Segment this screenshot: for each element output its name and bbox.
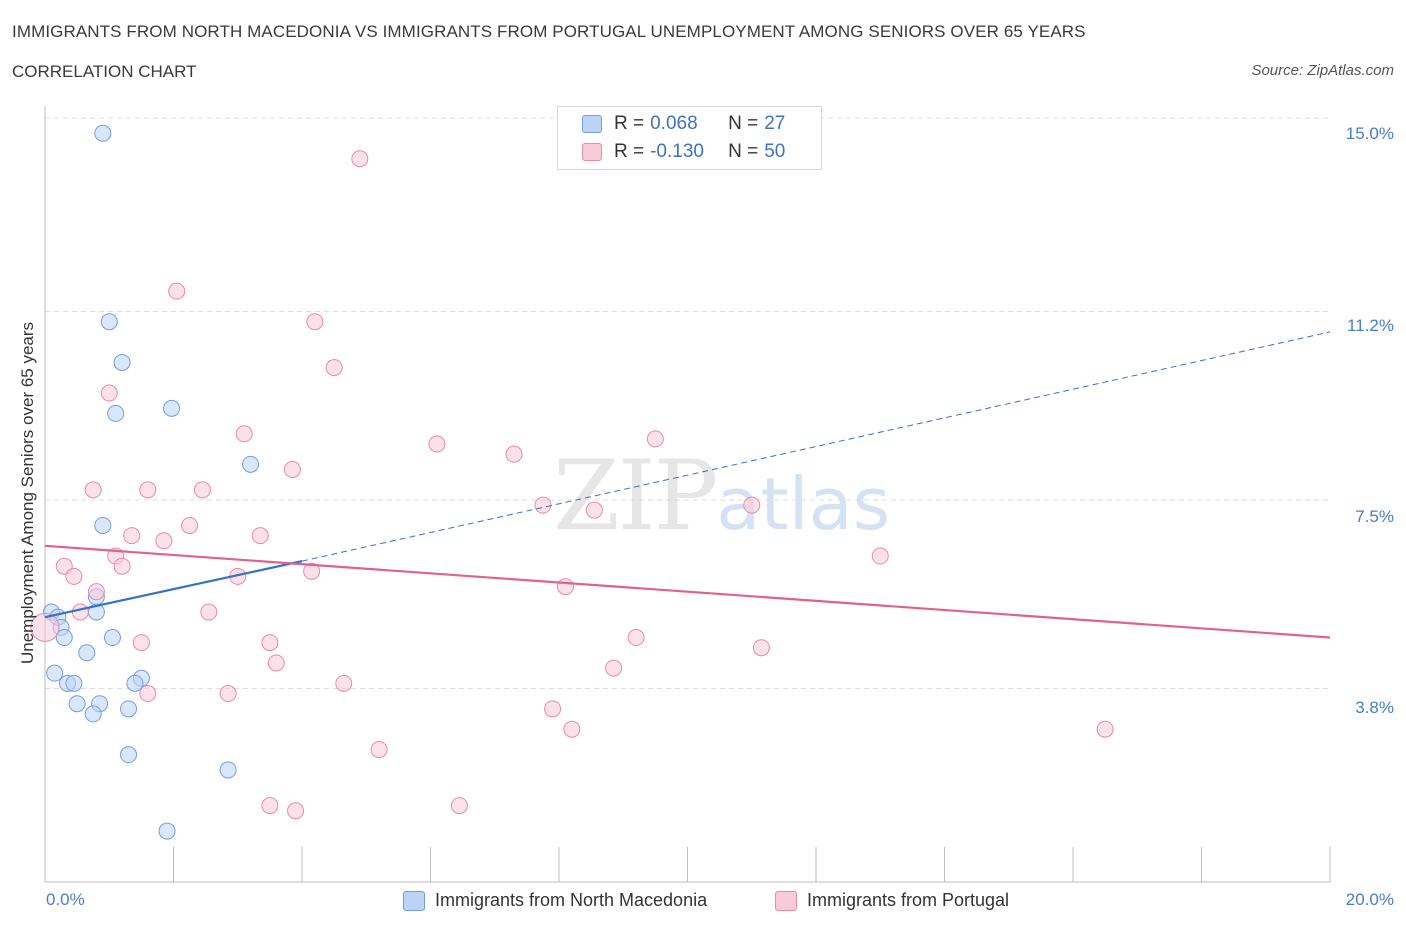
data-point-portugal bbox=[123, 527, 141, 545]
data-point-portugal bbox=[646, 430, 664, 448]
data-point-portugal bbox=[30, 612, 60, 642]
data-point-portugal bbox=[113, 557, 131, 575]
y-tick-label: 7.5% bbox=[1355, 507, 1394, 526]
data-point-north-macedonia bbox=[46, 664, 64, 682]
data-point-portugal bbox=[556, 578, 574, 596]
data-point-north-macedonia bbox=[65, 674, 83, 692]
data-point-portugal bbox=[87, 583, 105, 601]
data-point-portugal bbox=[132, 634, 150, 652]
data-point-north-macedonia bbox=[126, 674, 144, 692]
trend-line-north-macedonia bbox=[44, 560, 303, 619]
legend-n-value: 50 bbox=[764, 141, 786, 162]
data-point-north-macedonia bbox=[84, 705, 102, 723]
data-point-north-macedonia bbox=[120, 746, 138, 764]
bottom-legend-label: Immigrants from North Macedonia bbox=[435, 890, 708, 910]
bottom-legend-portugal: Immigrants from Portugal bbox=[775, 890, 1009, 911]
data-point-portugal bbox=[303, 562, 321, 580]
y-tick-label: 15.0% bbox=[1345, 124, 1394, 143]
data-point-portugal bbox=[450, 797, 468, 815]
watermark-zip: ZIP bbox=[553, 440, 718, 552]
data-point-north-macedonia bbox=[163, 399, 181, 417]
legend-n-label: N = bbox=[728, 141, 759, 162]
legend-row-north-macedonia: R = 0.068 N = 27 bbox=[582, 112, 785, 136]
y-tick-label: 3.8% bbox=[1355, 698, 1394, 717]
legend: R = 0.068 N = 27 R = -0.130 N = 50 bbox=[557, 106, 822, 170]
data-point-portugal bbox=[563, 720, 581, 738]
data-point-north-macedonia bbox=[94, 516, 112, 534]
data-point-portugal bbox=[585, 501, 603, 519]
data-point-portugal bbox=[219, 685, 237, 703]
data-point-portugal bbox=[168, 282, 186, 300]
data-point-portugal bbox=[505, 445, 523, 463]
data-point-north-macedonia bbox=[113, 353, 131, 371]
data-point-portugal bbox=[235, 425, 253, 443]
chart-source: Source: ZipAtlas.com bbox=[1251, 62, 1394, 79]
data-point-north-macedonia bbox=[94, 124, 112, 142]
data-point-portugal bbox=[251, 527, 269, 545]
legend-r-label: R = bbox=[614, 113, 645, 134]
data-point-north-macedonia bbox=[242, 455, 260, 473]
data-point-portugal bbox=[871, 547, 889, 565]
data-point-portugal bbox=[139, 685, 157, 703]
data-point-portugal bbox=[534, 496, 552, 514]
data-point-north-macedonia bbox=[158, 822, 176, 840]
data-point-portugal bbox=[193, 481, 211, 499]
legend-r-value: 0.068 bbox=[650, 113, 698, 134]
data-point-portugal bbox=[627, 629, 645, 647]
x-tick-label-max: 20.0% bbox=[1345, 890, 1394, 909]
legend-row-portugal: R = -0.130 N = 50 bbox=[582, 140, 785, 164]
data-point-portugal bbox=[261, 634, 279, 652]
legend-r-value: -0.130 bbox=[650, 141, 704, 162]
y-tick-label: 11.2% bbox=[1347, 316, 1394, 335]
bottom-legend-swatch-blue bbox=[403, 890, 425, 911]
bottom-legend-swatch-pink bbox=[775, 890, 797, 911]
chart-subtitle: CORRELATION CHART bbox=[12, 62, 197, 81]
data-point-portugal bbox=[287, 802, 305, 820]
data-point-portugal bbox=[306, 313, 324, 331]
bottom-legend-label: Immigrants from Portugal bbox=[807, 890, 1010, 910]
data-point-north-macedonia bbox=[107, 404, 125, 422]
bottom-legend-north-macedonia: Immigrants from North Macedonia bbox=[403, 890, 707, 911]
data-point-portugal bbox=[267, 654, 285, 672]
legend-r-label: R = bbox=[614, 141, 645, 162]
data-point-portugal bbox=[428, 435, 446, 453]
legend-swatch-pink bbox=[582, 143, 602, 161]
data-point-north-macedonia bbox=[120, 700, 138, 718]
legend-n-value: 27 bbox=[764, 113, 786, 134]
data-point-portugal bbox=[544, 700, 562, 718]
trend-line-portugal bbox=[44, 544, 1331, 639]
data-point-portugal bbox=[335, 674, 353, 692]
data-point-portugal bbox=[325, 359, 343, 377]
data-point-portugal bbox=[743, 496, 761, 514]
data-point-portugal bbox=[752, 639, 770, 657]
legend-swatch-blue bbox=[582, 115, 602, 133]
data-point-portugal bbox=[1096, 720, 1114, 738]
data-point-portugal bbox=[283, 460, 301, 478]
data-point-north-macedonia bbox=[219, 761, 237, 779]
legend-n-label: N = bbox=[728, 113, 759, 134]
data-point-north-macedonia bbox=[68, 695, 86, 713]
chart-title: IMMIGRANTS FROM NORTH MACEDONIA VS IMMIG… bbox=[12, 22, 1086, 41]
data-point-north-macedonia bbox=[78, 644, 96, 662]
data-point-portugal bbox=[155, 532, 173, 550]
data-point-portugal bbox=[181, 516, 199, 534]
data-point-portugal bbox=[71, 603, 89, 621]
trend-line-extension bbox=[301, 331, 1331, 562]
data-point-north-macedonia bbox=[103, 629, 121, 647]
data-point-portugal bbox=[65, 567, 83, 585]
data-point-portugal bbox=[605, 659, 623, 677]
data-point-portugal bbox=[84, 481, 102, 499]
data-point-portugal bbox=[139, 481, 157, 499]
data-point-portugal bbox=[351, 150, 369, 168]
data-point-north-macedonia bbox=[100, 313, 118, 331]
data-point-portugal bbox=[100, 384, 118, 402]
x-tick-label-min: 0.0% bbox=[46, 890, 85, 909]
data-point-portugal bbox=[370, 741, 388, 759]
data-point-portugal bbox=[261, 797, 279, 815]
y-axis-label: Unemployment Among Seniors over 65 years bbox=[18, 321, 37, 665]
data-point-north-macedonia bbox=[55, 629, 73, 647]
data-point-portugal bbox=[200, 603, 218, 621]
